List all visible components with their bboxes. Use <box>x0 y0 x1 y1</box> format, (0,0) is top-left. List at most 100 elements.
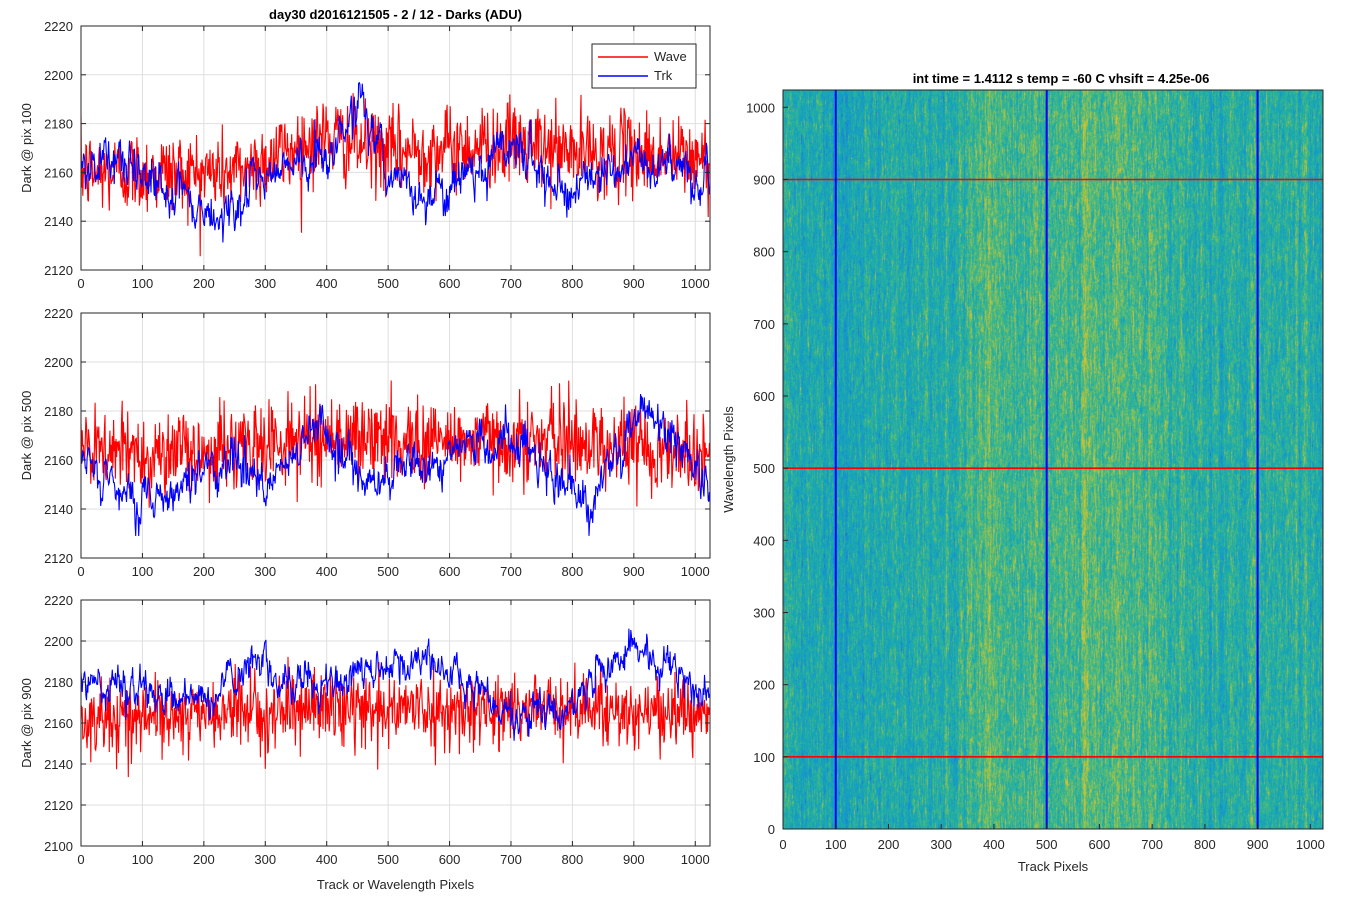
x-tick-label: 200 <box>193 276 215 291</box>
x-tick-label: 100 <box>132 276 154 291</box>
y-tick-label: 2140 <box>44 757 73 772</box>
x-tick-label: 800 <box>1194 837 1216 852</box>
x-tick-label: 100 <box>825 837 847 852</box>
series-line-trk <box>81 628 710 741</box>
y-axis-label: Dark @ pix 100 <box>19 103 34 193</box>
x-tick-label: 200 <box>193 564 215 579</box>
x-tick-label: 600 <box>439 852 461 867</box>
heatmap-panel: 0 100 200 300 400 500 600 700 800 900 1000 0 100 200 3… <box>721 71 1325 874</box>
x-tick-label: 300 <box>254 564 276 579</box>
chart-title: day30 d2016121505 - 2 / 12 - Darks (ADU) <box>269 7 522 22</box>
y-tick-label: 2180 <box>44 675 73 690</box>
y-tick-label: 400 <box>753 533 775 548</box>
line-panel-2: 0 100 200 300 400 500 600 700 800 900 1000 2120 2140… <box>19 306 711 579</box>
x-tick-label: 1000 <box>1296 837 1325 852</box>
x-tick-label: 400 <box>316 564 338 579</box>
y-tick-label: 2180 <box>44 404 73 419</box>
y-tick-label: 2120 <box>44 551 73 566</box>
x-tick-label: 500 <box>377 852 399 867</box>
x-tick-label: 1000 <box>681 276 710 291</box>
y-tick-label: 2180 <box>44 117 73 132</box>
y-tick-label: 300 <box>753 605 775 620</box>
y-tick-label: 2220 <box>44 593 73 608</box>
y-tick-label: 2160 <box>44 165 73 180</box>
x-tick-label: 900 <box>623 852 645 867</box>
x-tick-label: 0 <box>77 852 84 867</box>
x-tick-label: 600 <box>439 276 461 291</box>
y-tick-label: 200 <box>753 678 775 693</box>
x-tick-label: 0 <box>77 564 84 579</box>
y-tick-label: 2140 <box>44 502 73 517</box>
y-tick-label: 2160 <box>44 453 73 468</box>
y-tick-label: 2120 <box>44 798 73 813</box>
x-tick-label: 400 <box>316 852 338 867</box>
y-tick-label: 2100 <box>44 839 73 854</box>
x-tick-label: 400 <box>983 837 1005 852</box>
axes-box <box>80 25 711 271</box>
line-panel-1: 0 100 200 300 400 500 600 700 800 900 1000 2120 2140… <box>19 7 711 291</box>
y-tick-label: 800 <box>753 245 775 260</box>
x-tick-label: 900 <box>623 276 645 291</box>
y-tick-label: 600 <box>753 389 775 404</box>
chart-title: int time = 1.4112 s temp = -60 C vhsift … <box>913 71 1210 86</box>
x-axis-label: Track Pixels <box>1018 859 1089 874</box>
x-tick-label: 100 <box>132 852 154 867</box>
line-panel-3: 0 100 200 300 400 500 600 700 800 900 1000 2100 2120… <box>19 593 711 892</box>
y-tick-label: 900 <box>753 172 775 187</box>
y-tick-label: 2220 <box>44 306 73 321</box>
x-tick-label: 500 <box>1036 837 1058 852</box>
x-tick-label: 300 <box>254 276 276 291</box>
legend: Wave Trk <box>591 43 697 89</box>
x-tick-label: 300 <box>930 837 952 852</box>
series-line-trk <box>81 393 710 537</box>
legend-label-trk: Trk <box>654 68 673 83</box>
x-tick-label: 1000 <box>681 852 710 867</box>
y-tick-label: 1000 <box>746 100 775 115</box>
x-tick-label: 700 <box>500 852 522 867</box>
y-tick-label: 2140 <box>44 214 73 229</box>
x-tick-label: 600 <box>439 564 461 579</box>
series-line-wave <box>81 93 710 257</box>
series-line-wave <box>81 380 710 508</box>
y-axis-label: Wavelength Pixels <box>721 406 736 513</box>
x-tick-label: 300 <box>254 852 276 867</box>
y-tick-label: 0 <box>768 822 775 837</box>
x-tick-label: 500 <box>377 276 399 291</box>
x-tick-label: 800 <box>562 564 584 579</box>
x-tick-label: 500 <box>377 564 399 579</box>
x-tick-label: 200 <box>878 837 900 852</box>
y-tick-label: 2200 <box>44 634 73 649</box>
x-tick-label: 200 <box>193 852 215 867</box>
axes-box <box>782 89 1324 830</box>
x-tick-label: 1000 <box>681 564 710 579</box>
y-axis-label: Dark @ pix 500 <box>19 391 34 481</box>
x-tick-label: 800 <box>562 276 584 291</box>
x-tick-label: 700 <box>500 276 522 291</box>
series-line-trk <box>81 81 710 243</box>
x-tick-label: 700 <box>500 564 522 579</box>
y-tick-label: 2160 <box>44 716 73 731</box>
y-tick-label: 2200 <box>44 355 73 370</box>
x-tick-label: 900 <box>623 564 645 579</box>
y-tick-label: 700 <box>753 317 775 332</box>
y-tick-label: 2120 <box>44 263 73 278</box>
y-axis-label: Dark @ pix 900 <box>19 678 34 768</box>
series-line-wave <box>81 656 710 778</box>
legend-label-wave: Wave <box>654 49 687 64</box>
x-tick-label: 800 <box>562 852 584 867</box>
y-tick-label: 100 <box>753 750 775 765</box>
y-tick-label: 2220 <box>44 19 73 34</box>
x-tick-label: 100 <box>132 564 154 579</box>
x-tick-label: 0 <box>77 276 84 291</box>
y-tick-label: 500 <box>753 461 775 476</box>
x-tick-label: 0 <box>779 837 786 852</box>
x-tick-label: 600 <box>1089 837 1111 852</box>
axes-box <box>80 312 711 559</box>
legend-box <box>591 43 697 89</box>
y-tick-label: 2200 <box>44 68 73 83</box>
heatmap-image <box>783 90 1323 829</box>
x-tick-label: 400 <box>316 276 338 291</box>
x-tick-label: 900 <box>1247 837 1269 852</box>
x-tick-label: 700 <box>1141 837 1163 852</box>
